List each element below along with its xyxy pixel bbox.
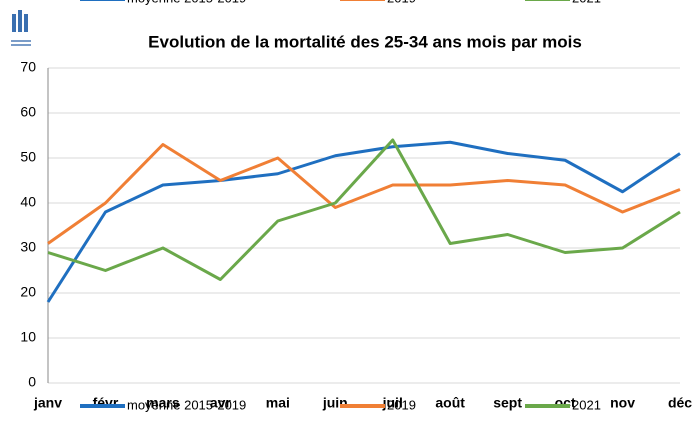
legend-label: 2019: [387, 397, 416, 412]
y-tick-label: 0: [28, 374, 36, 390]
y-tick-label: 70: [20, 59, 36, 75]
series-line: [47, 143, 681, 245]
x-tick-label: mai: [266, 395, 290, 411]
x-tick-label: sept: [493, 395, 522, 411]
x-tick-label: août: [435, 395, 465, 411]
legend-label: 2021: [572, 397, 601, 412]
y-tick-label: 30: [20, 239, 36, 255]
series-line: [47, 138, 681, 281]
x-tick-label: janv: [33, 395, 62, 411]
logo: [11, 10, 31, 46]
legend-label: 2019: [387, 0, 416, 5]
x-tick-label: avr: [210, 395, 232, 411]
chart-title: Evolution de la mortalité des 25-34 ans …: [148, 32, 582, 51]
y-tick-label: 20: [20, 284, 36, 300]
x-tick-label: déc: [668, 395, 692, 411]
legend-label: 2021: [572, 0, 601, 5]
y-tick-label: 50: [20, 149, 36, 165]
legend-label: moyenne 2015-2019: [127, 397, 246, 412]
y-tick-label: 10: [20, 329, 36, 345]
series-line: [46, 140, 681, 303]
x-tick-label: juin: [322, 395, 348, 411]
x-tick-label: juil: [382, 395, 403, 411]
x-tick-label: nov: [610, 395, 635, 411]
x-tick-label: mars: [146, 395, 180, 411]
y-tick-label: 40: [20, 194, 36, 210]
x-tick-label: févr: [93, 395, 119, 411]
y-tick-label: 60: [20, 104, 36, 120]
legend-label: moyenne 2015-2019: [127, 0, 246, 5]
